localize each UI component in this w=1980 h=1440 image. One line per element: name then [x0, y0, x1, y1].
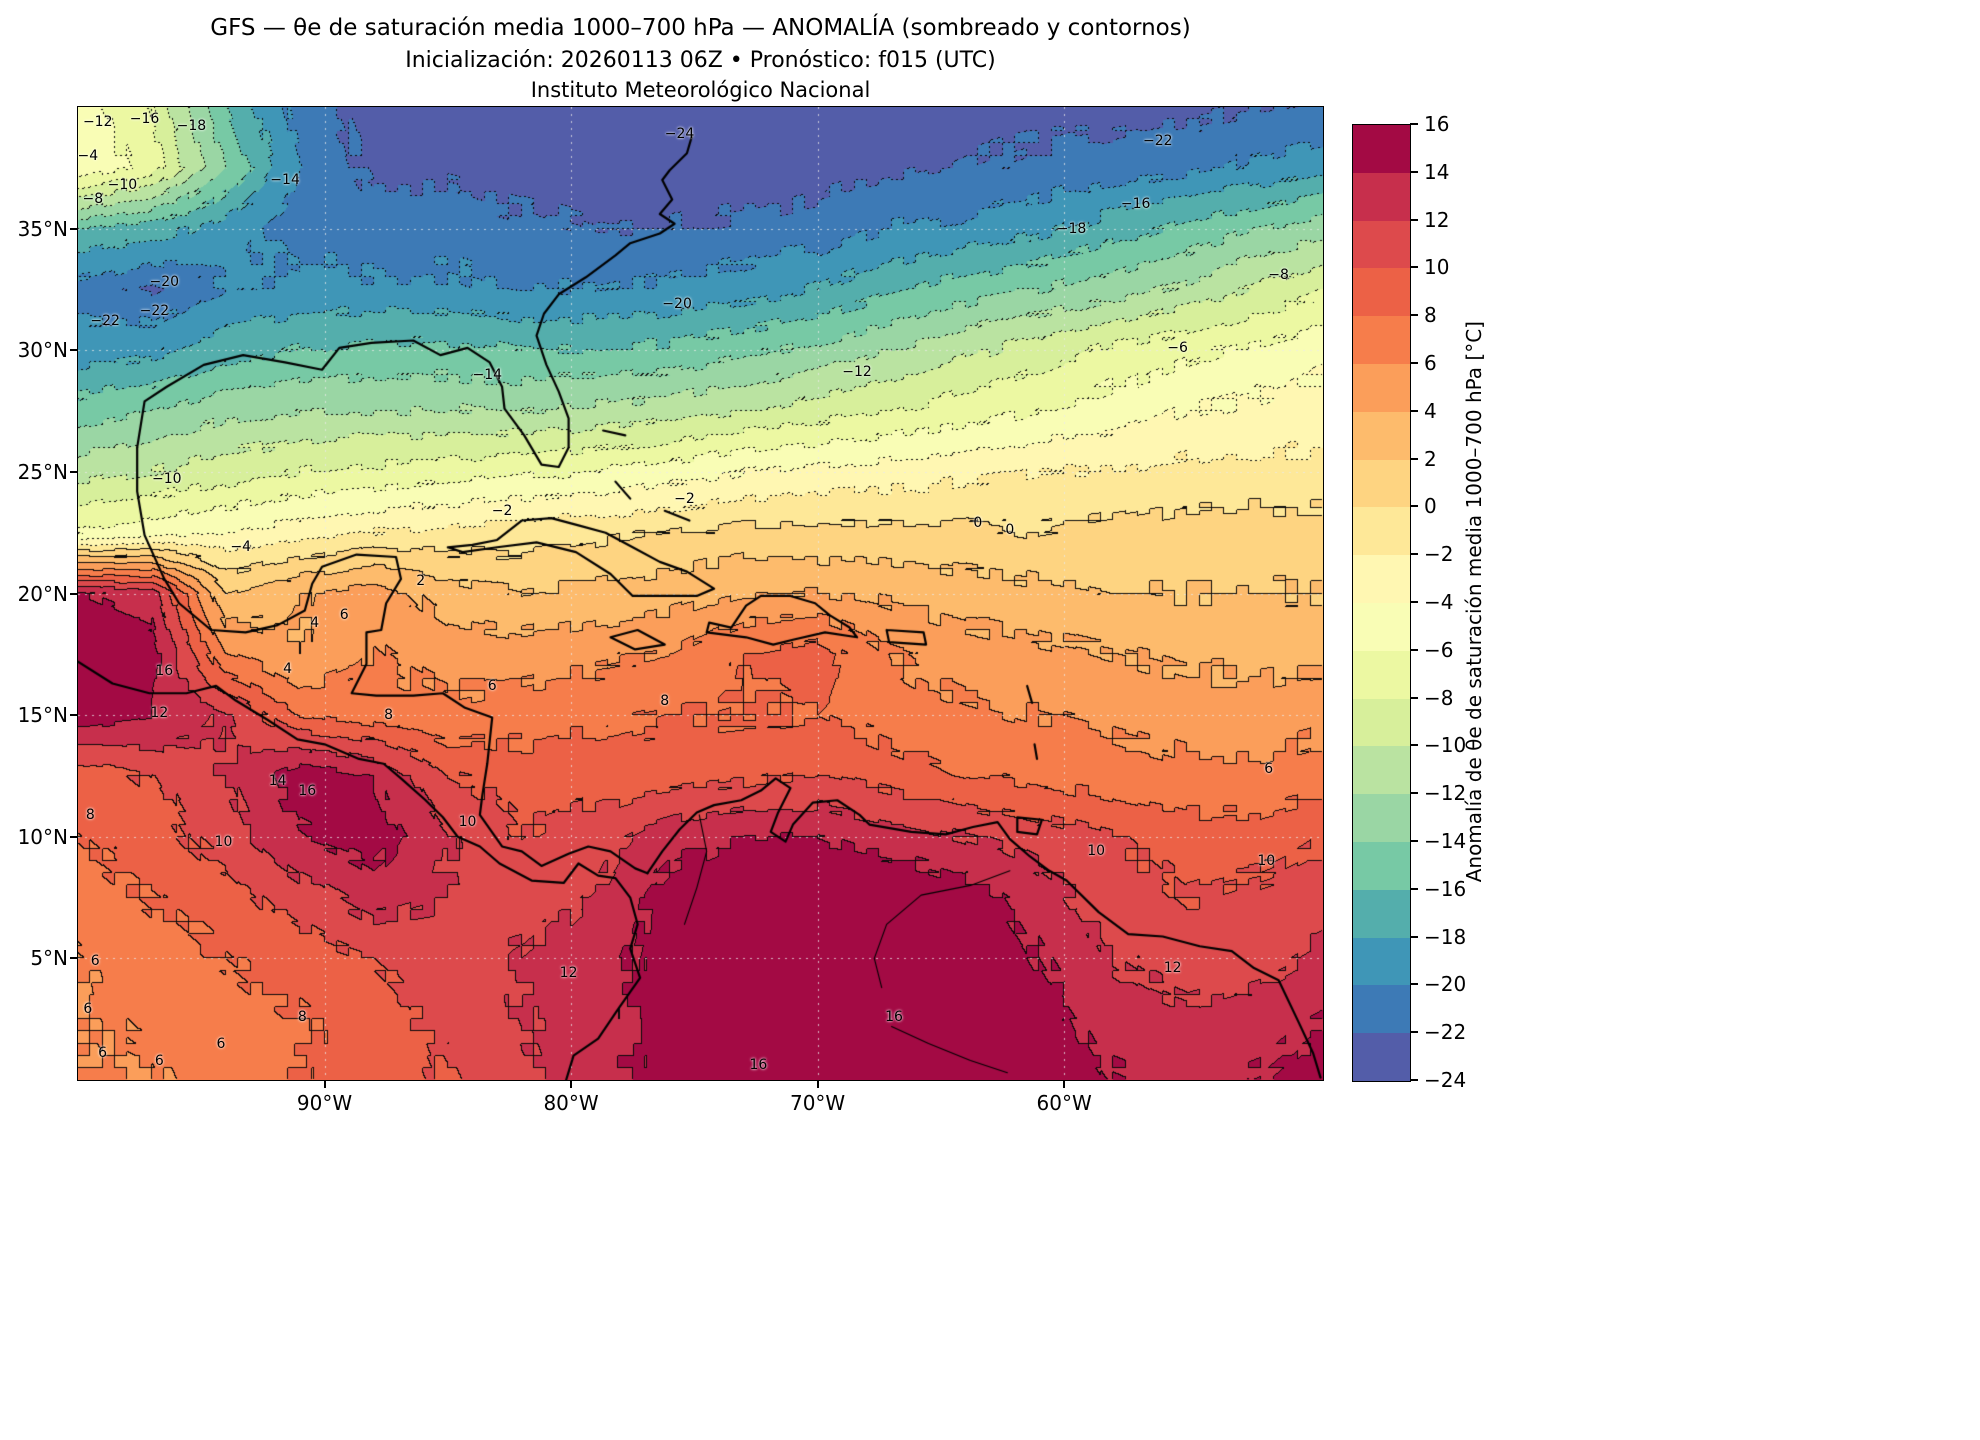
x-tick-label: 60°W — [1036, 1091, 1092, 1115]
colorbar-band — [1353, 172, 1410, 221]
colorbar-tick — [1410, 218, 1418, 221]
y-axis-tick — [70, 470, 77, 473]
x-tick-label: 80°W — [543, 1091, 599, 1115]
colorbar-tick-label: 0 — [1424, 494, 1437, 519]
colorbar-tick — [1410, 505, 1418, 508]
colorbar-tick — [1410, 744, 1418, 747]
y-tick-label: 5°N — [30, 946, 68, 971]
colorbar-tick — [1410, 648, 1418, 651]
colorbar-tick-label: 4 — [1424, 398, 1437, 423]
colorbar-tick — [1410, 983, 1418, 986]
colorbar-tick-label: −10 — [1424, 733, 1467, 758]
y-tick-label: 20°N — [17, 581, 68, 606]
colorbar-tick — [1410, 123, 1418, 125]
y-axis-tick — [70, 227, 77, 230]
colorbar-band — [1353, 411, 1410, 460]
y-axis-tick — [70, 957, 77, 960]
colorbar-tick-label: −18 — [1424, 924, 1467, 949]
title-line2: Inicialización: 20260113 06Z • Pronóstic… — [405, 47, 996, 73]
colorbar-tick-label: −8 — [1424, 685, 1454, 710]
colorbar-tick — [1410, 266, 1418, 269]
x-axis-tick — [323, 1081, 326, 1088]
colorbar-band — [1353, 650, 1410, 699]
colorbar-tick-label: −4 — [1424, 590, 1454, 614]
colorbar-band — [1353, 746, 1410, 795]
y-tick-label: 25°N — [17, 459, 68, 484]
colorbar-tick — [1410, 314, 1418, 317]
title-line3: Instituto Meteorológico Nacional — [530, 77, 871, 102]
colorbar-tick-label: −2 — [1424, 542, 1454, 567]
colorbar-tick-label: −20 — [1424, 972, 1467, 997]
colorbar-tick-label: −12 — [1424, 781, 1467, 806]
colorbar-band — [1353, 1033, 1410, 1081]
y-axis-tick — [70, 714, 77, 717]
colorbar-tick-label: 12 — [1424, 207, 1450, 232]
colorbar-tick — [1410, 887, 1418, 890]
colorbar-band — [1353, 316, 1410, 364]
colorbar-tick-label: 6 — [1424, 351, 1437, 375]
y-axis-tick — [70, 835, 77, 838]
colorbar-tick-label: 16 — [1424, 112, 1450, 136]
colorbar-tick-label: −22 — [1424, 1020, 1467, 1045]
y-tick-label: 35°N — [17, 216, 68, 241]
x-axis-tick — [570, 1081, 573, 1088]
y-tick-label: 10°N — [17, 824, 68, 849]
colorbar-tick-label: 8 — [1424, 303, 1437, 328]
colorbar-tick — [1410, 601, 1418, 603]
y-axis-tick — [70, 592, 77, 595]
colorbar-tick-label: −16 — [1424, 876, 1467, 901]
colorbar-band — [1353, 507, 1410, 556]
colorbar-tick-label: 10 — [1424, 255, 1450, 280]
x-tick-label: 90°W — [296, 1091, 353, 1115]
colorbar-tick — [1410, 457, 1418, 460]
colorbar-band — [1353, 889, 1410, 938]
colorbar — [1352, 124, 1411, 1082]
x-axis-tick — [816, 1081, 819, 1088]
contour-map-canvas — [78, 107, 1323, 1080]
colorbar-tick-label: 14 — [1424, 159, 1450, 184]
colorbar-tick — [1410, 362, 1418, 364]
colorbar-tick — [1410, 170, 1418, 173]
colorbar-tick — [1410, 1079, 1418, 1081]
colorbar-tick — [1410, 935, 1418, 938]
x-axis-tick — [1063, 1081, 1066, 1088]
colorbar-tick-label: 2 — [1424, 446, 1437, 471]
y-tick-label: 30°N — [17, 338, 68, 363]
colorbar-band — [1353, 841, 1410, 890]
colorbar-tick — [1410, 553, 1418, 556]
colorbar-band — [1353, 555, 1410, 603]
colorbar-band — [1353, 698, 1410, 747]
title-line1: GFS — θe de saturación media 1000–700 hP… — [210, 15, 1191, 41]
colorbar-band — [1353, 602, 1410, 651]
colorbar-band — [1353, 937, 1410, 986]
x-tick-label: 70°W — [789, 1091, 846, 1115]
colorbar-band — [1353, 985, 1410, 1034]
colorbar-band — [1353, 268, 1410, 317]
map-plot: −12 −16 −18 −14 −4 −10 −8 −20 −22 −22 −24 −22 −18 −16… — [77, 106, 1324, 1081]
colorbar-band — [1353, 459, 1410, 508]
colorbar-bands — [1353, 125, 1410, 1081]
colorbar-tick — [1410, 840, 1418, 842]
colorbar-band — [1353, 125, 1410, 173]
colorbar-tick — [1410, 409, 1418, 412]
title-block: GFS — θe de saturación media 1000–700 hP… — [78, 12, 1323, 106]
colorbar-tick-label: −24 — [1424, 1068, 1467, 1092]
y-tick-label: 15°N — [17, 703, 68, 728]
colorbar-band — [1353, 794, 1410, 842]
colorbar-tick — [1410, 792, 1418, 795]
colorbar-band — [1353, 363, 1410, 412]
y-axis-tick — [70, 349, 77, 352]
colorbar-tick — [1410, 696, 1418, 699]
colorbar-band — [1353, 220, 1410, 269]
colorbar-tick — [1410, 1031, 1418, 1034]
colorbar-tick-label: −6 — [1424, 637, 1454, 662]
colorbar-tick-label: −14 — [1424, 829, 1467, 853]
